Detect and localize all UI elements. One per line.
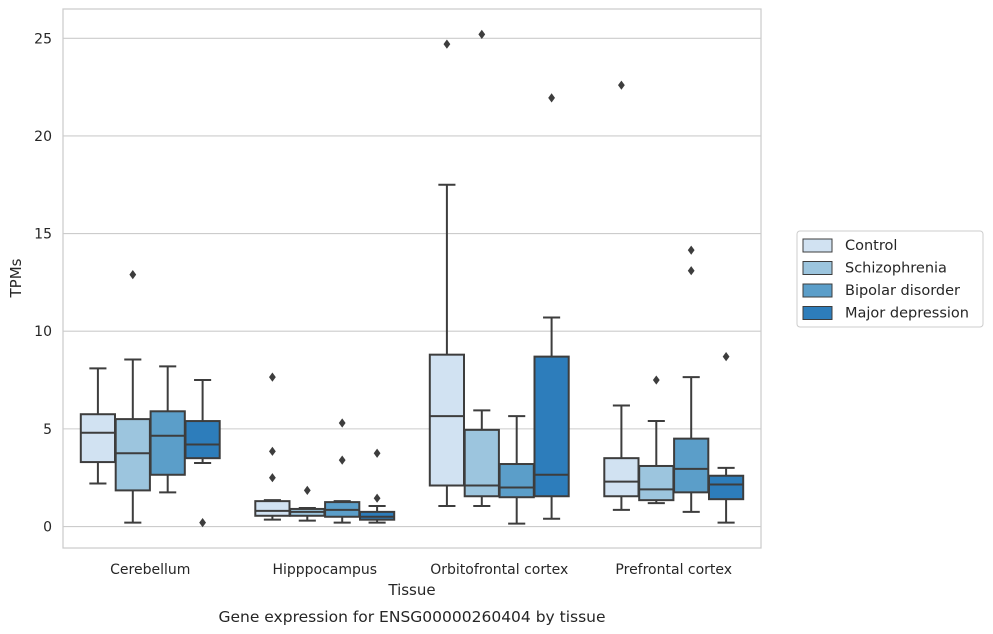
legend-item-major-depression: Major depression xyxy=(802,306,969,322)
box-body xyxy=(428,353,466,487)
box-cerebellum-control xyxy=(79,367,117,485)
legend-frame xyxy=(796,230,984,328)
legend-label: Control xyxy=(845,238,897,254)
legend-swatch xyxy=(802,306,833,320)
box-body xyxy=(149,410,186,476)
legend-item-bipolar-disorder: Bipolar disorder xyxy=(802,283,960,299)
box-hipppocampus-major-depression xyxy=(358,448,396,524)
box-body xyxy=(254,500,291,517)
y-tick-labels: 0 5 10 15 20 25 xyxy=(34,31,52,535)
x-tick-label-orbitofrontal-cortex: Orbitofrontal cortex xyxy=(430,562,568,578)
box-hipppocampus-schizophrenia xyxy=(289,485,326,522)
outlier-point xyxy=(269,473,276,483)
box-body xyxy=(603,457,640,498)
legend-label: Bipolar disorder xyxy=(845,283,960,299)
outlier-point xyxy=(478,29,486,39)
box-prefrontal-cortex-major-depression xyxy=(707,352,745,524)
y-tick-label-15: 15 xyxy=(34,227,52,243)
box-prefrontal-cortex-control xyxy=(603,80,640,511)
outlier-point xyxy=(338,455,346,465)
y-tick-label-10: 10 xyxy=(34,324,52,340)
box-body xyxy=(498,463,535,499)
outlier-point xyxy=(443,39,451,49)
outlier-point xyxy=(199,518,206,528)
chart-caption: Gene expression for ENSG00000260404 by t… xyxy=(218,608,605,626)
y-tick-label-0: 0 xyxy=(43,520,52,536)
box-cerebellum-schizophrenia xyxy=(114,269,151,524)
box-body xyxy=(79,413,117,464)
y-tick-label-25: 25 xyxy=(34,31,52,47)
outlier-point xyxy=(269,446,276,456)
legend-item-schizophrenia: Schizophrenia xyxy=(802,261,947,277)
box-body xyxy=(707,474,745,501)
x-tick-label-cerebellum: Cerebellum xyxy=(110,562,190,578)
box-groups xyxy=(79,29,745,528)
outlier-point xyxy=(303,485,311,495)
box-orbitofrontal-cortex-bipolar-disorder xyxy=(498,415,535,525)
outlier-point xyxy=(373,493,381,503)
box-hipppocampus-control xyxy=(254,372,291,521)
outlier-point xyxy=(652,375,660,385)
box-body xyxy=(114,418,151,492)
legend: Control Schizophrenia Bipolar disorder Majo… xyxy=(796,230,984,328)
outlier-point xyxy=(338,418,346,428)
x-tick-label-prefrontal-cortex: Prefrontal cortex xyxy=(615,562,732,578)
outlier-point xyxy=(687,245,695,255)
outlier-point xyxy=(373,448,381,458)
legend-label: Schizophrenia xyxy=(845,261,947,277)
box-body xyxy=(184,420,221,460)
outlier-point xyxy=(722,352,730,362)
box-prefrontal-cortex-schizophrenia xyxy=(638,375,675,505)
outlier-point xyxy=(269,372,276,382)
x-tick-labels: Cerebellum Hipppocampus Orbitofrontal cort… xyxy=(110,562,732,578)
legend-swatch xyxy=(802,261,833,275)
outlier-point xyxy=(687,266,695,276)
box-body xyxy=(638,464,675,502)
x-axis-label: Tissue xyxy=(387,581,435,599)
x-tick-label-hipppocampus: Hipppocampus xyxy=(272,562,377,578)
plot-frame xyxy=(62,8,762,549)
box-cerebellum-bipolar-disorder xyxy=(149,365,186,494)
y-tick-label-5: 5 xyxy=(43,422,52,438)
y-tick-label-20: 20 xyxy=(34,129,52,145)
box-orbitofrontal-cortex-schizophrenia xyxy=(463,29,500,508)
y-axis-label: TPMs xyxy=(7,258,25,298)
box-cerebellum-major-depression xyxy=(184,379,221,528)
box-body xyxy=(533,355,570,498)
legend-item-control: Control xyxy=(802,238,897,254)
legend-swatch xyxy=(802,283,833,298)
legend-label: Major depression xyxy=(845,306,969,322)
box-body xyxy=(673,437,710,494)
outlier-point xyxy=(129,269,137,280)
box-prefrontal-cortex-bipolar-disorder xyxy=(673,245,710,513)
outlier-point xyxy=(618,80,625,90)
box-hipppocampus-bipolar-disorder xyxy=(324,418,361,524)
box-orbitofrontal-cortex-control xyxy=(428,39,466,508)
box-orbitofrontal-cortex-major-depression xyxy=(533,93,570,520)
legend-swatch xyxy=(802,238,833,253)
outlier-point xyxy=(548,93,555,103)
